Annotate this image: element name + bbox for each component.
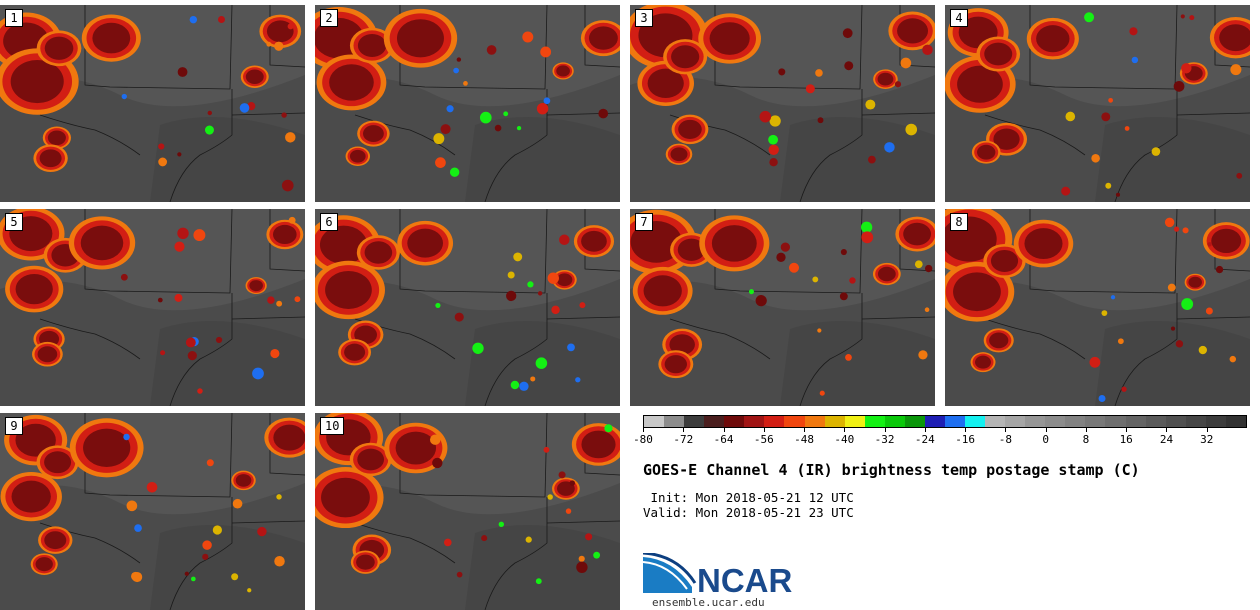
colorbar-tick bbox=[804, 428, 806, 432]
colorbar-tick-label: 24 bbox=[1159, 433, 1174, 446]
ir-satellite-map bbox=[630, 5, 935, 202]
colorbar-tick bbox=[924, 428, 926, 432]
colorbar-segment bbox=[744, 416, 765, 427]
init-time: Init: Mon 2018-05-21 12 UTC bbox=[643, 490, 854, 505]
colorbar-segment bbox=[644, 416, 665, 427]
colorbar-tick bbox=[763, 428, 765, 432]
colorbar-ticks: -80 -72 -64 -56 -48 -40 -32 -24 -16 -8 0 8 16 24 32 bbox=[633, 428, 1247, 452]
postage-stamp-panel: 10 bbox=[315, 413, 620, 610]
colorbar-segment bbox=[1085, 416, 1106, 427]
panel-label: 10 bbox=[320, 417, 345, 435]
colorbar-segment bbox=[844, 416, 865, 427]
colorbar-tick bbox=[884, 428, 886, 432]
ir-satellite-map bbox=[315, 5, 620, 202]
colorbar-tick-label: -32 bbox=[874, 433, 895, 446]
ir-satellite-map bbox=[0, 5, 305, 202]
colorbar-tick bbox=[643, 428, 644, 432]
ir-satellite-map bbox=[315, 413, 620, 610]
colorbar-tick bbox=[1005, 428, 1007, 432]
colorbar-segment bbox=[904, 416, 925, 427]
colorbar-segment bbox=[684, 416, 705, 427]
panel-label: 2 bbox=[320, 9, 338, 27]
colorbar-segment bbox=[664, 416, 685, 427]
postage-stamp-panel: 2 bbox=[315, 5, 620, 202]
colorbar-segment bbox=[1125, 416, 1146, 427]
colorbar-segment bbox=[704, 416, 725, 427]
colorbar-segment bbox=[1185, 416, 1206, 427]
colorbar-segment bbox=[784, 416, 805, 427]
colorbar-segment bbox=[824, 416, 845, 427]
colorbar-segment bbox=[1065, 416, 1086, 427]
colorbar-segment bbox=[764, 416, 785, 427]
colorbar-segment bbox=[1225, 416, 1246, 427]
panel-label: 1 bbox=[5, 9, 23, 27]
valid-time: Valid: Mon 2018-05-21 23 UTC bbox=[643, 505, 854, 520]
colorbar-tick bbox=[723, 428, 725, 432]
colorbar-tick-label: -8 bbox=[998, 433, 1013, 446]
colorbar-tick-label: -80 bbox=[633, 433, 653, 446]
colorbar-segment bbox=[944, 416, 965, 427]
ir-satellite-map bbox=[630, 209, 935, 406]
ir-satellite-map bbox=[0, 209, 305, 406]
colorbar-segment bbox=[1025, 416, 1046, 427]
ir-satellite-map bbox=[945, 209, 1250, 406]
postage-stamp-panel: 8 bbox=[945, 209, 1250, 406]
postage-stamp-panel: 4 bbox=[945, 5, 1250, 202]
ir-satellite-map bbox=[0, 413, 305, 610]
postage-stamp-panel: 1 bbox=[0, 5, 305, 202]
panel-label: 3 bbox=[635, 9, 653, 27]
ir-satellite-map bbox=[945, 5, 1250, 202]
colorbar-segment bbox=[965, 416, 986, 427]
colorbar-segment bbox=[804, 416, 825, 427]
colorbar-tick-label: -72 bbox=[673, 433, 694, 446]
postage-stamp-panel: 9 bbox=[0, 413, 305, 610]
colorbar-segment bbox=[924, 416, 945, 427]
panel-label: 8 bbox=[950, 213, 968, 231]
panel-label: 5 bbox=[5, 213, 23, 231]
colorbar bbox=[643, 415, 1247, 428]
colorbar-segment bbox=[1045, 416, 1066, 427]
colorbar-segment bbox=[1005, 416, 1026, 427]
colorbar-tick-label: -24 bbox=[914, 433, 935, 446]
colorbar-tick-label: 8 bbox=[1082, 433, 1090, 446]
postage-stamp-panel: 7 bbox=[630, 209, 935, 406]
postage-stamp-panel: 6 bbox=[315, 209, 620, 406]
colorbar-segment bbox=[884, 416, 905, 427]
colorbar-tick bbox=[965, 428, 967, 432]
colorbar-segment bbox=[1205, 416, 1226, 427]
postage-stamp-panel: 3 bbox=[630, 5, 935, 202]
colorbar-segment bbox=[985, 416, 1006, 427]
colorbar-segment bbox=[1165, 416, 1186, 427]
colorbar-tick-label: -16 bbox=[955, 433, 976, 446]
colorbar-segment bbox=[1145, 416, 1166, 427]
colorbar-segment bbox=[1105, 416, 1126, 427]
colorbar-tick-label: 16 bbox=[1119, 433, 1133, 446]
colorbar-tick-label: -40 bbox=[834, 433, 855, 446]
ncar-logo: NCAR bbox=[643, 553, 792, 597]
ir-satellite-map bbox=[315, 209, 620, 406]
colorbar-tick bbox=[844, 428, 846, 432]
panel-label: 7 bbox=[635, 213, 653, 231]
colorbar-tick-label: -56 bbox=[753, 433, 774, 446]
site-url: ensemble.ucar.edu bbox=[652, 596, 765, 609]
panel-label: 6 bbox=[320, 213, 338, 231]
colorbar-tick bbox=[1166, 428, 1168, 432]
colorbar-tick-label: -64 bbox=[713, 433, 734, 446]
figure-title: GOES-E Channel 4 (IR) brightness temp po… bbox=[643, 461, 1140, 479]
colorbar-tick bbox=[683, 428, 685, 432]
colorbar-tick bbox=[1206, 428, 1208, 432]
colorbar-tick bbox=[1126, 428, 1128, 432]
colorbar-tick-label: 0 bbox=[1042, 433, 1049, 446]
postage-stamp-panel: 5 bbox=[0, 209, 305, 406]
colorbar-tick-label: -48 bbox=[794, 433, 814, 446]
colorbar-segment bbox=[724, 416, 745, 427]
panel-label: 9 bbox=[5, 417, 23, 435]
colorbar-tick bbox=[1085, 428, 1087, 432]
colorbar-segment bbox=[864, 416, 885, 427]
logo-text: NCAR bbox=[697, 562, 792, 597]
panel-label: 4 bbox=[950, 9, 968, 27]
colorbar-tick-label: 32 bbox=[1200, 433, 1214, 446]
colorbar-tick bbox=[1045, 428, 1047, 432]
